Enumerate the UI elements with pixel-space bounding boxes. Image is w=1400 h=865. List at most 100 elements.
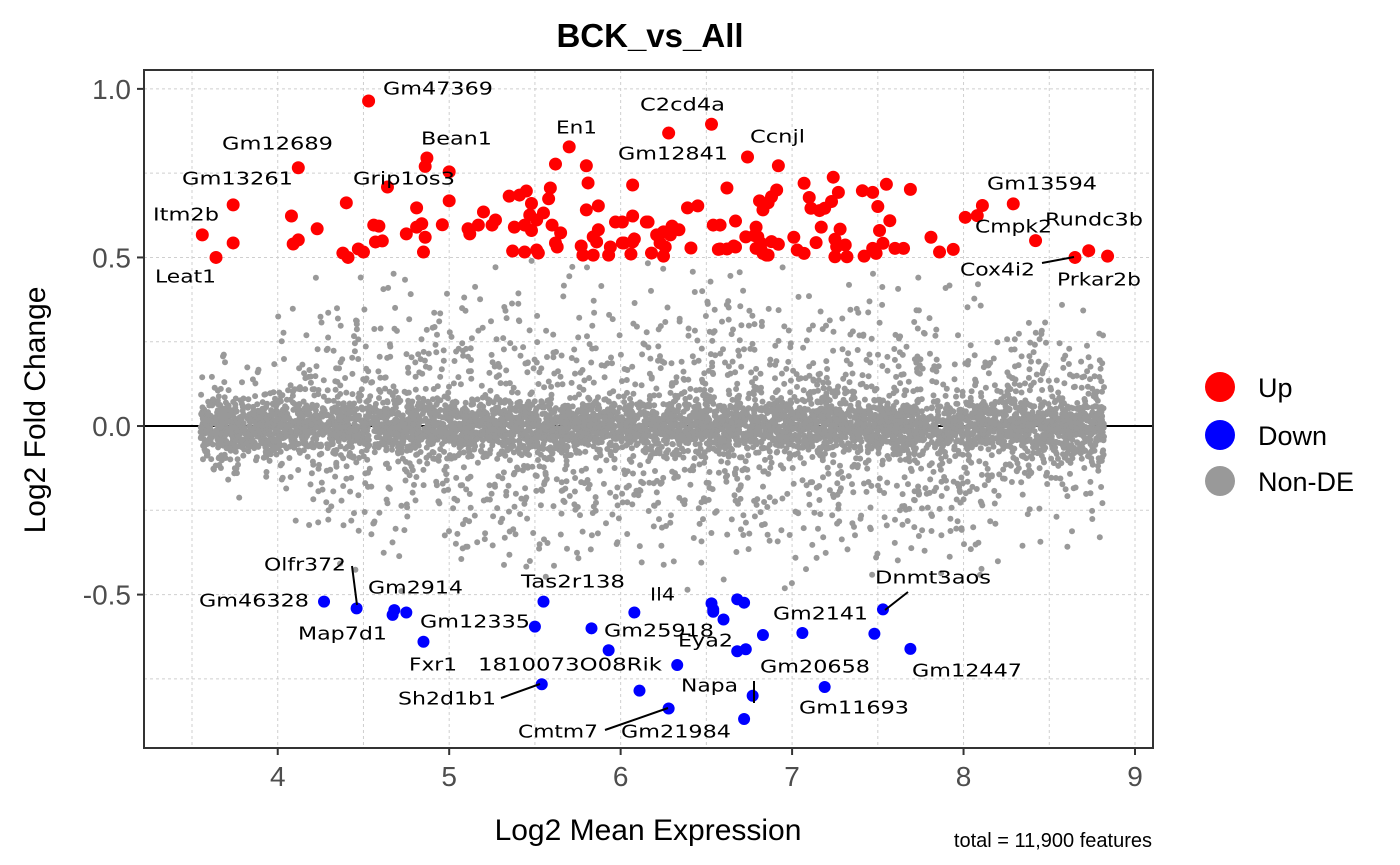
point-non-de [453,399,460,406]
point-non-de [314,346,321,353]
point-non-de [576,391,582,398]
point-non-de [355,336,362,343]
point-non-de [803,566,809,573]
point-non-de [658,443,665,450]
point-non-de [245,403,252,410]
point-non-de [1097,365,1104,372]
point-non-de [466,491,473,497]
point-non-de [843,357,850,364]
point-non-de [446,414,453,421]
point-non-de [440,347,447,354]
point-non-de [938,455,945,462]
point-non-de [1089,516,1096,522]
point-non-de [873,385,880,392]
point-non-de [795,293,802,300]
point-non-de [992,520,999,527]
point-non-de [361,509,368,515]
point-non-de [342,375,349,381]
point-non-de [412,386,419,393]
point-non-de [839,346,846,353]
point-non-de [998,441,1005,448]
point-non-de [778,527,785,534]
point-non-de [458,556,465,562]
point-non-de [486,482,493,489]
point-non-de [424,460,431,467]
point-non-de [437,310,444,317]
point-non-de [255,366,262,373]
point-non-de [1018,479,1025,486]
point-non-de [774,538,781,545]
point-non-de [627,395,634,402]
point-non-de [930,392,937,399]
point-non-de [687,467,694,474]
point-non-de [691,327,698,334]
point-non-de [1057,475,1064,482]
point-non-de [607,489,614,496]
point-non-de [781,585,788,592]
point-non-de [343,463,350,470]
point-non-de [710,371,717,377]
point-non-de [762,456,768,463]
point-non-de [376,509,383,516]
point-non-de [1089,507,1096,514]
point-non-de [1030,349,1037,356]
point-non-de [199,374,206,381]
point-non-de [971,295,978,302]
point-non-de [598,283,605,289]
point-non-de [822,549,829,556]
point-non-de [557,531,564,538]
point-non-de [603,520,609,527]
point-non-de [1070,384,1077,391]
point-non-de [820,474,826,481]
point-non-de [643,329,650,336]
point-non-de [740,287,747,294]
point-non-de [462,399,469,406]
point-non-de [302,424,309,430]
point-non-de [925,441,932,448]
point-non-de [738,363,745,370]
point-non-de [876,475,883,482]
point-non-de [918,408,925,415]
point-non-de [411,481,417,488]
point-non-de [684,586,691,593]
point-non-de [358,448,365,455]
point-non-de [306,522,313,528]
point-non-de [764,504,771,510]
point-non-de [895,363,902,370]
point-non-de [511,503,518,510]
point-non-de [911,356,918,363]
point-non-de [846,379,853,386]
point-non-de [572,370,578,377]
point-non-de [884,353,891,360]
point-non-de [1064,493,1071,500]
point-non-de [990,403,996,410]
point-non-de [616,332,623,339]
point-non-de [480,454,487,461]
point-non-de [619,444,626,451]
point-non-de [529,463,536,470]
point-non-de [711,306,718,313]
point-non-de [650,523,657,530]
point-non-de [312,373,319,380]
point-non-de [916,452,923,459]
point-non-de [465,368,472,375]
point-non-de [687,481,694,488]
point-non-de [838,536,845,543]
point-non-de [923,405,930,412]
point-non-de [632,381,639,388]
point-non-de [459,305,466,312]
point-non-de [320,393,327,400]
point-non-de [358,404,365,411]
point-non-de [689,268,696,275]
point-non-de [537,502,544,509]
point-non-de [439,480,446,487]
point-non-de [474,539,481,546]
point-non-de [389,442,396,449]
point-non-de [711,394,717,401]
point-non-de [866,351,873,358]
point-non-de [854,347,861,353]
point-non-de [325,334,332,341]
point-non-de [542,573,549,580]
point-non-de [569,263,576,270]
point-non-de [479,442,486,449]
